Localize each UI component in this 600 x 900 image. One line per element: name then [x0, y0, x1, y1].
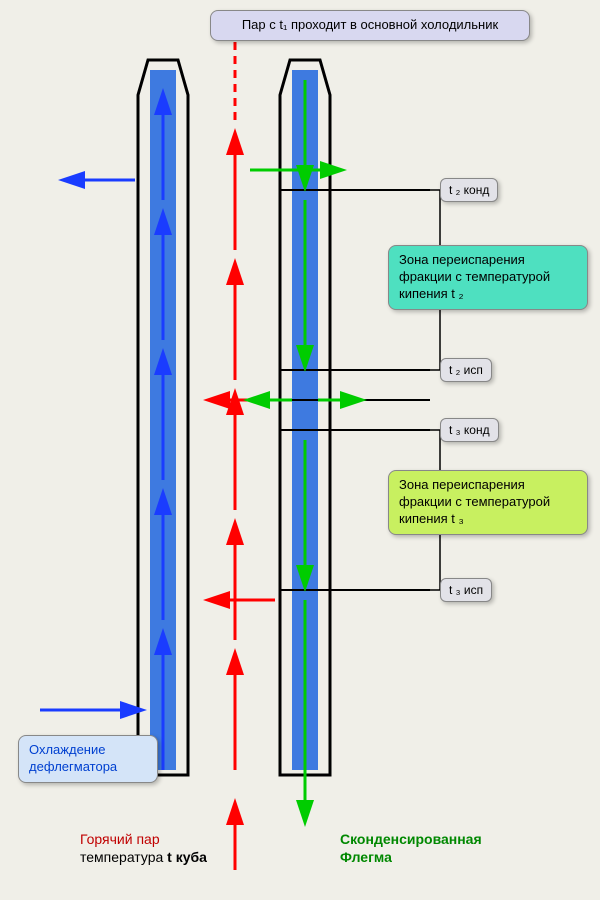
cool-l1: Охлаждение: [29, 742, 105, 757]
t2-isp-text: t ₂ исп: [449, 363, 483, 377]
hot-vapor-text: Горячий пар температура t куба: [80, 830, 207, 866]
cond-l2: Флегма: [340, 849, 392, 865]
zone3-l1: Зона переиспарения: [399, 477, 525, 492]
t3-isp-text: t ₃ исп: [449, 583, 483, 597]
zone2-l1: Зона переиспарения: [399, 252, 525, 267]
blue-arrows: [40, 100, 163, 770]
cool-l2: дефлегматора: [29, 759, 117, 774]
zone2-label: Зона переиспарения фракции с температуро…: [388, 245, 588, 310]
diagram-canvas: Пар с t₁ проходит в основной холодильник…: [0, 0, 600, 900]
hot-l2a: температура: [80, 849, 167, 865]
label-t3-isp: t ₃ исп: [440, 578, 492, 602]
t3-kond-text: t ₃ конд: [449, 423, 490, 437]
label-t3-kond: t ₃ конд: [440, 418, 499, 442]
zone3-l2: фракции с температурой: [399, 494, 550, 509]
cooling-label: Охлаждение дефлегматора: [18, 735, 158, 783]
left-column: [138, 60, 188, 775]
zone2-l3: кипения t ₂: [399, 286, 464, 301]
label-t2-kond: t ₂ конд: [440, 178, 498, 202]
hot-l2b: t куба: [167, 849, 207, 865]
zone2-l2: фракции с температурой: [399, 269, 550, 284]
zone3-l3: кипения t ₃: [399, 511, 464, 526]
condensed-text: Сконденсированная Флегма: [340, 830, 482, 866]
cond-l1: Сконденсированная: [340, 831, 482, 847]
right-column: [280, 60, 330, 775]
green-arrows: [250, 80, 355, 815]
zone3-label: Зона переиспарения фракции с температуро…: [388, 470, 588, 535]
hot-l1: Горячий пар: [80, 831, 160, 847]
label-t2-isp: t ₂ исп: [440, 358, 492, 382]
top-label: Пар с t₁ проходит в основной холодильник: [210, 10, 530, 41]
red-arrows: [215, 25, 275, 870]
t2-kond-text: t ₂ конд: [449, 183, 489, 197]
top-label-text: Пар с t₁ проходит в основной холодильник: [242, 17, 498, 32]
